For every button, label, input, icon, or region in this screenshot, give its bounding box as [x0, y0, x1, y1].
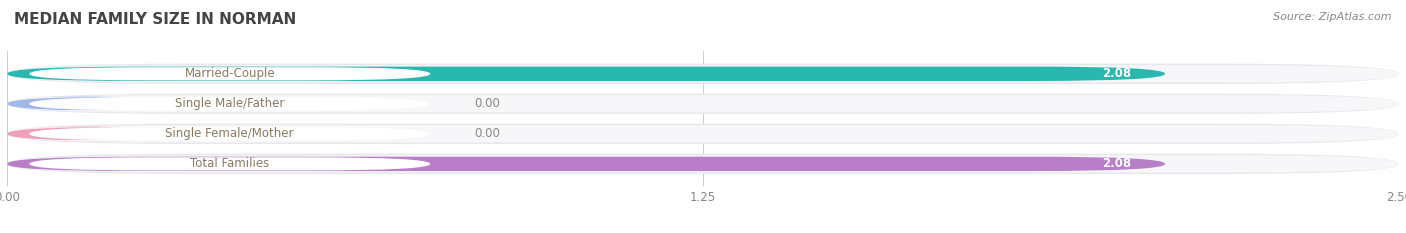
FancyBboxPatch shape: [7, 155, 1399, 173]
FancyBboxPatch shape: [7, 127, 163, 141]
FancyBboxPatch shape: [7, 125, 1399, 143]
FancyBboxPatch shape: [7, 67, 1166, 81]
Text: Source: ZipAtlas.com: Source: ZipAtlas.com: [1274, 12, 1392, 22]
FancyBboxPatch shape: [30, 97, 430, 110]
Text: 2.08: 2.08: [1102, 157, 1132, 170]
Text: MEDIAN FAMILY SIZE IN NORMAN: MEDIAN FAMILY SIZE IN NORMAN: [14, 12, 297, 27]
FancyBboxPatch shape: [30, 127, 430, 140]
FancyBboxPatch shape: [7, 124, 1399, 144]
FancyBboxPatch shape: [7, 95, 1399, 113]
FancyBboxPatch shape: [7, 154, 1399, 174]
FancyBboxPatch shape: [7, 157, 1166, 171]
Text: Single Female/Mother: Single Female/Mother: [166, 127, 294, 140]
Text: 2.08: 2.08: [1102, 67, 1132, 80]
FancyBboxPatch shape: [7, 97, 163, 111]
Text: Total Families: Total Families: [190, 157, 270, 170]
FancyBboxPatch shape: [30, 157, 430, 171]
Text: 0.00: 0.00: [475, 127, 501, 140]
Text: Single Male/Father: Single Male/Father: [176, 97, 284, 110]
FancyBboxPatch shape: [7, 64, 1399, 84]
Text: 0.00: 0.00: [475, 97, 501, 110]
FancyBboxPatch shape: [30, 67, 430, 80]
Text: Married-Couple: Married-Couple: [184, 67, 276, 80]
FancyBboxPatch shape: [7, 94, 1399, 114]
FancyBboxPatch shape: [7, 65, 1399, 82]
